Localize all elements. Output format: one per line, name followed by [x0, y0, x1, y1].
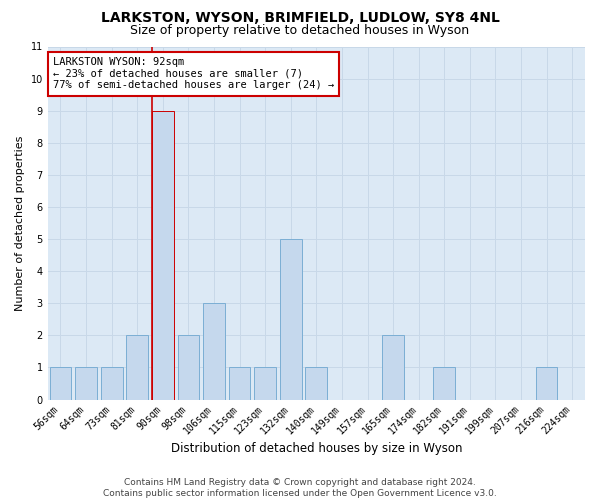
Bar: [127, 336, 148, 400]
Y-axis label: Number of detached properties: Number of detached properties: [15, 136, 25, 310]
Bar: [280, 239, 302, 400]
Text: Contains HM Land Registry data © Crown copyright and database right 2024.
Contai: Contains HM Land Registry data © Crown c…: [103, 478, 497, 498]
Bar: [229, 368, 250, 400]
Bar: [305, 368, 327, 400]
Bar: [433, 368, 455, 400]
Bar: [50, 368, 71, 400]
Bar: [178, 336, 199, 400]
Bar: [101, 368, 122, 400]
Bar: [152, 110, 173, 400]
Bar: [254, 368, 276, 400]
Text: Size of property relative to detached houses in Wyson: Size of property relative to detached ho…: [130, 24, 470, 37]
X-axis label: Distribution of detached houses by size in Wyson: Distribution of detached houses by size …: [170, 442, 462, 455]
Bar: [75, 368, 97, 400]
Text: LARKSTON, WYSON, BRIMFIELD, LUDLOW, SY8 4NL: LARKSTON, WYSON, BRIMFIELD, LUDLOW, SY8 …: [101, 11, 499, 25]
Bar: [382, 336, 404, 400]
Bar: [536, 368, 557, 400]
Text: LARKSTON WYSON: 92sqm
← 23% of detached houses are smaller (7)
77% of semi-detac: LARKSTON WYSON: 92sqm ← 23% of detached …: [53, 57, 334, 90]
Bar: [203, 304, 225, 400]
